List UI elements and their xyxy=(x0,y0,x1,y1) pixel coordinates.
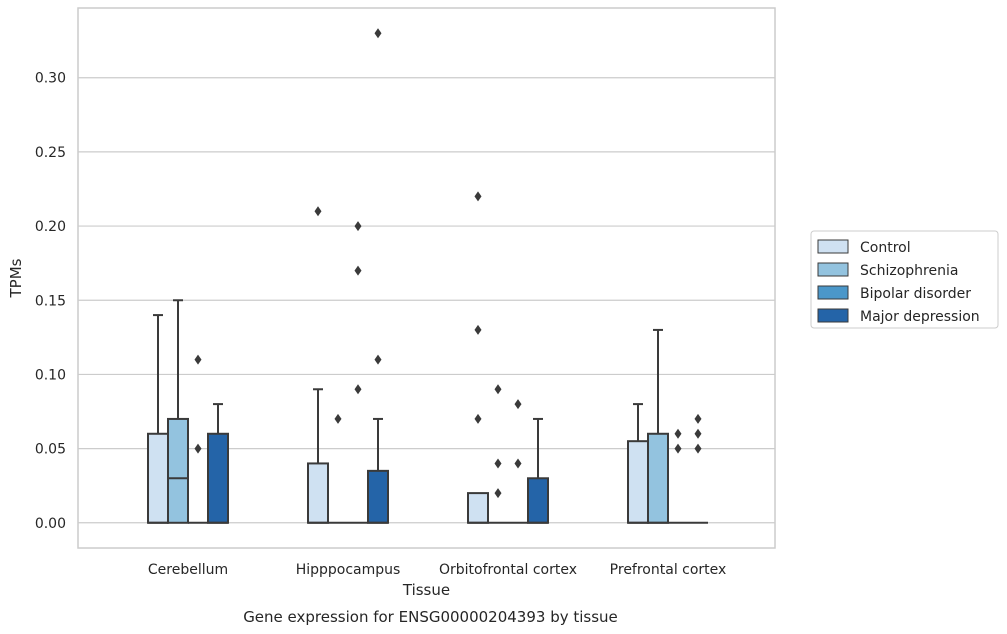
y-axis-label: TPMs xyxy=(7,258,25,298)
box-bipolar-disorder xyxy=(188,354,208,524)
outlier-point xyxy=(674,428,682,439)
outlier-point xyxy=(494,458,502,469)
box-major-depression xyxy=(527,417,549,524)
outlier-point xyxy=(694,413,702,424)
legend: Control Schizophrenia Bipolar disorder Majo… xyxy=(810,230,999,329)
outlier-point xyxy=(374,354,382,365)
box-major-depression xyxy=(207,403,229,524)
box-iqr xyxy=(527,477,549,524)
outlier-point xyxy=(194,443,202,454)
box-control xyxy=(467,191,489,524)
x-axis-ticks: Cerebellum Hipppocampus Orbitofrontal cort… xyxy=(148,562,726,578)
outlier-point xyxy=(354,265,362,276)
box-iqr xyxy=(147,432,169,524)
x-tick-label: Cerebellum xyxy=(148,562,228,578)
outlier-point xyxy=(314,206,322,217)
box-iqr xyxy=(627,440,649,524)
box-major-depression xyxy=(367,28,389,524)
box-major-depression xyxy=(688,413,708,524)
x-tick-label: Hipppocampus xyxy=(296,562,401,578)
legend-swatch xyxy=(817,239,849,254)
outlier-point xyxy=(354,221,362,232)
legend-item: Bipolar disorder xyxy=(817,285,971,302)
outlier-point xyxy=(694,443,702,454)
y-tick-label: 0.15 xyxy=(35,293,66,309)
box-schizophrenia xyxy=(328,413,348,524)
y-tick-label: 0.30 xyxy=(35,71,66,87)
y-axis-ticks: 0.00 0.05 0.10 0.15 0.20 0.25 0.30 xyxy=(35,71,66,532)
outlier-point xyxy=(514,458,522,469)
box-iqr xyxy=(167,417,189,524)
box-iqr xyxy=(467,492,489,524)
box-schizophrenia xyxy=(488,384,508,524)
box-schizophrenia xyxy=(167,299,189,524)
gridlines xyxy=(78,77,775,524)
legend-item: Major depression xyxy=(817,308,980,325)
y-tick-label: 0.00 xyxy=(35,516,66,532)
box-iqr xyxy=(647,432,669,524)
box-control xyxy=(147,314,169,524)
box-iqr xyxy=(207,432,229,524)
legend-swatch xyxy=(817,308,849,323)
outlier-point xyxy=(514,399,522,410)
outlier-point xyxy=(494,488,502,499)
box-iqr xyxy=(367,469,389,524)
box-bipolar-disorder xyxy=(348,221,368,524)
legend-label: Major depression xyxy=(860,309,980,325)
box-schizophrenia xyxy=(647,328,669,524)
outlier-point xyxy=(674,443,682,454)
x-axis-label: Tissue xyxy=(402,581,450,599)
y-tick-label: 0.25 xyxy=(35,145,66,161)
outlier-point xyxy=(474,413,482,424)
x-tick-label: Orbitofrontal cortex xyxy=(439,562,577,578)
outlier-point xyxy=(474,191,482,202)
legend-item: Control xyxy=(817,239,911,256)
y-tick-label: 0.20 xyxy=(35,219,66,235)
outlier-point xyxy=(474,324,482,335)
y-tick-label: 0.05 xyxy=(35,442,66,458)
chart-caption: Gene expression for ENSG00000204393 by t… xyxy=(243,608,618,626)
outlier-point xyxy=(374,28,382,39)
x-tick-label: Prefrontal cortex xyxy=(610,562,727,578)
outlier-point xyxy=(354,384,362,395)
legend-frame xyxy=(810,230,999,329)
outlier-point xyxy=(494,384,502,395)
legend-swatch xyxy=(817,262,849,277)
outlier-point xyxy=(194,354,202,365)
box-bipolar-disorder xyxy=(668,428,688,524)
legend-label: Schizophrenia xyxy=(860,263,958,279)
box-iqr xyxy=(307,462,329,524)
legend-label: Bipolar disorder xyxy=(860,286,971,302)
box-control xyxy=(307,206,329,524)
legend-item: Schizophrenia xyxy=(817,262,958,279)
box-control xyxy=(627,403,649,524)
y-tick-label: 0.10 xyxy=(35,367,66,383)
legend-label: Control xyxy=(860,240,911,256)
outlier-point xyxy=(334,413,342,424)
box-bipolar-disorder xyxy=(508,399,528,524)
plot-area xyxy=(147,28,708,524)
legend-swatch xyxy=(817,285,849,300)
outlier-point xyxy=(694,428,702,439)
plot-frame xyxy=(77,7,776,549)
